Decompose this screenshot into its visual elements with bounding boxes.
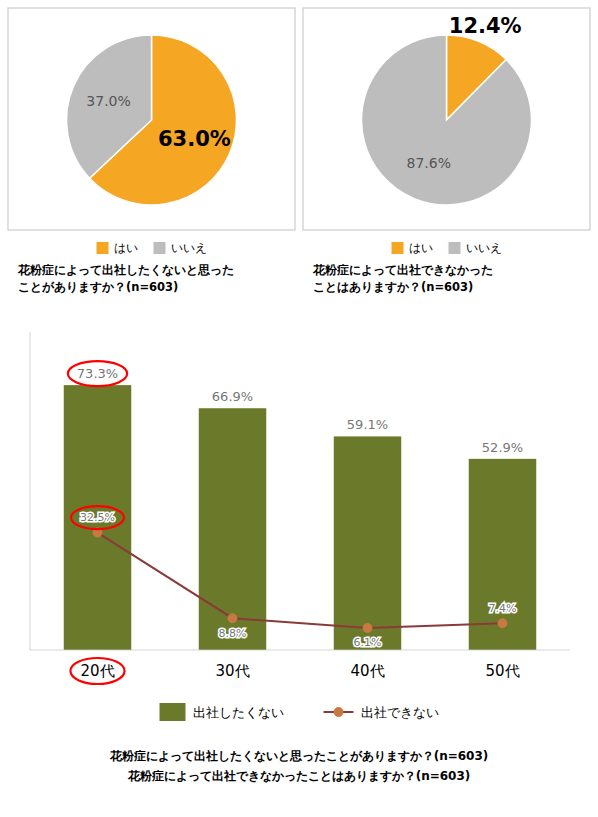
- line: [98, 533, 503, 628]
- slice-label: 63.0%: [158, 127, 231, 151]
- bar: [469, 459, 537, 650]
- legend-item: 出社できない: [324, 705, 439, 720]
- highlight-ring: [68, 361, 127, 386]
- pie-frame: [8, 8, 295, 230]
- x-tick-label: 50代: [485, 662, 519, 680]
- legend-swatch: [392, 242, 404, 254]
- pie-chart: 12.4% 87.6% はい いいえ花粉症によって出社できなかったことはありますか？(…: [303, 8, 590, 294]
- pie-slice: [67, 35, 152, 178]
- pie-title: 花粉症によって出社できなかったことはありますか？(n=603): [312, 263, 493, 294]
- slice-label: 37.0%: [86, 93, 130, 109]
- chart-title: 花粉症によって出社したくないと思ったことがありますか？(n=603) 花粉症によっ…: [109, 749, 489, 783]
- legend-label: 出社したくない: [193, 705, 284, 720]
- slice-label: 87.6%: [407, 155, 451, 171]
- legend-item: 出社したくない: [160, 703, 284, 721]
- bar: [64, 385, 132, 650]
- bar-label: 66.9%: [212, 389, 253, 404]
- line-label: 32.5%: [80, 511, 115, 524]
- line-marker: [363, 623, 372, 632]
- line-label: 7.4%: [489, 602, 517, 615]
- bar: [199, 408, 267, 650]
- highlight-ring: [71, 506, 124, 529]
- legend-swatch: [449, 242, 461, 254]
- highlight-ring: [70, 658, 124, 684]
- chart-title-line: 花粉症によって出社できなかったことはありますか？(n=603): [127, 769, 471, 783]
- pie-title-line: 花粉症によって出社したくないと思った: [17, 263, 234, 277]
- bar: [334, 436, 402, 650]
- x-axis-line: [30, 650, 570, 651]
- bar-label: 73.3%: [77, 366, 118, 381]
- legend-marker: [334, 708, 343, 717]
- bar-label: 59.1%: [347, 417, 388, 432]
- legend-label: 出社できない: [361, 705, 439, 720]
- pie-legend: はい いいえ: [392, 241, 502, 255]
- y-axis-line: [30, 332, 31, 650]
- x-tick-label: 40代: [350, 662, 384, 680]
- highlights: [68, 361, 127, 684]
- combo-chart: 73.3% 66.9% 59.1% 52.9% 32.5% 8.8% 6.1% 7.4% 20代…: [30, 332, 570, 783]
- legend-label: はい: [409, 241, 433, 255]
- legend-swatch: [160, 703, 186, 721]
- x-tick-label: 30代: [215, 662, 249, 680]
- pie-frame: [303, 8, 590, 230]
- pie-title-line: ことはありますか？(n=603): [313, 280, 473, 294]
- pie-chart: 63.0% 37.0% はい いいえ花粉症によって出社したくないと思ったことがあります…: [8, 8, 295, 294]
- legend-swatch: [154, 242, 166, 254]
- x-tick-label: 20代: [80, 662, 114, 680]
- pie-title-line: ことがありますか？(n=603): [18, 280, 178, 294]
- line-marker: [498, 619, 507, 628]
- legend-label: いいえ: [171, 241, 207, 255]
- data-labels: 73.3% 66.9% 59.1% 52.9% 32.5% 8.8% 6.1% 7.4%: [77, 366, 523, 649]
- pie-title-line: 花粉症によって出社できなかった: [312, 263, 493, 277]
- slice-label: 12.4%: [449, 14, 522, 38]
- line-label: 8.8%: [219, 627, 247, 640]
- pie-slice: [362, 35, 532, 205]
- chart-title-line: 花粉症によって出社したくないと思ったことがありますか？(n=603): [109, 749, 489, 763]
- legend-swatch: [97, 242, 109, 254]
- pie-title: 花粉症によって出社したくないと思ったことがありますか？(n=603): [17, 263, 234, 294]
- line-marker: [228, 614, 237, 623]
- plot-marks: [64, 385, 537, 650]
- bar-label: 52.9%: [482, 440, 523, 455]
- legend-label: はい: [114, 241, 138, 255]
- combo-legend: 出社したくない 出社できない: [160, 703, 439, 721]
- pie-legend: はい いいえ: [97, 241, 207, 255]
- line-label: 6.1%: [354, 636, 382, 649]
- legend-label: いいえ: [466, 241, 502, 255]
- page: 63.0% 37.0% はい いいえ花粉症によって出社したくないと思ったことがあります…: [0, 0, 598, 817]
